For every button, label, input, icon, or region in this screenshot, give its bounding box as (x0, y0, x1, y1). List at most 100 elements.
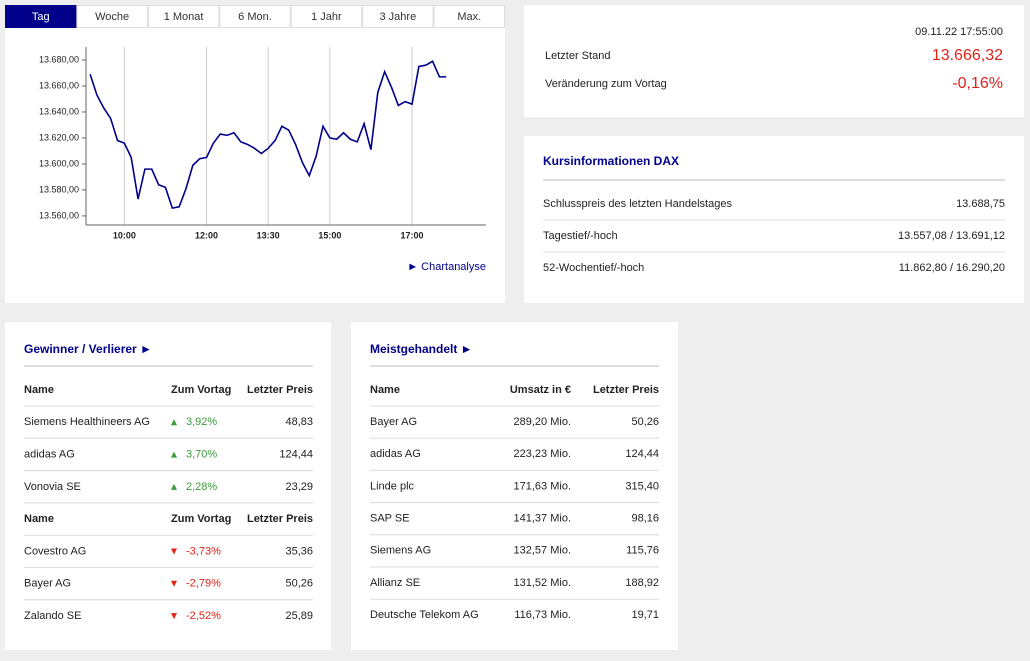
stock-name: Bayer AG (24, 578, 71, 590)
y-tick-label: 13.580,00 (39, 184, 79, 194)
tab[interactable] (290, 5, 363, 28)
y-tick-label: 13.660,00 (39, 80, 79, 90)
tab-label[interactable]: Max. (457, 11, 481, 23)
arrow-down (171, 580, 177, 587)
info-value: 13.688,75 (956, 198, 1005, 210)
stock-name: Covestro AG (24, 545, 86, 557)
quote-label: Veränderung zum Vortag (545, 78, 667, 90)
table-header: Letzter Preis (247, 513, 313, 525)
table-cell: 289,20 Mio. (514, 416, 571, 428)
change: 3,70% (186, 449, 217, 461)
tab-label[interactable]: 6 Mon. (238, 11, 272, 23)
y-tick-label: 13.620,00 (39, 132, 79, 142)
table-header: Name (24, 513, 54, 525)
table-cell: Deutsche Telekom AG (370, 609, 479, 621)
table-header: Letzter Preis (593, 384, 659, 396)
x-tick-label: 15:00 (318, 230, 341, 240)
arrow-down (171, 613, 177, 620)
tab[interactable] (5, 5, 77, 28)
change: -3,73% (186, 545, 221, 557)
table-cell: 115,76 (626, 545, 659, 557)
table-cell: Linde plc (370, 480, 415, 492)
arrow-up (171, 419, 177, 426)
tab[interactable] (147, 5, 220, 28)
arrow-up (171, 451, 177, 458)
quote-value: -0,16% (952, 75, 1003, 92)
table-cell: 19,71 (631, 609, 659, 621)
info-value: 13.557,08 / 13.691,12 (898, 230, 1005, 242)
change: -2,52% (186, 610, 221, 622)
y-tick-label: 13.600,00 (39, 158, 79, 168)
price: 50,26 (285, 578, 313, 590)
tab[interactable] (433, 5, 506, 28)
table-header: Zum Vortag (171, 513, 231, 525)
table-cell: 315,40 (625, 480, 659, 492)
most-traded-title[interactable]: Meistgehandelt ► (370, 342, 473, 356)
y-tick-label: 13.560,00 (39, 210, 79, 220)
price: 48,83 (285, 416, 313, 428)
price: 124,44 (279, 449, 313, 461)
tab[interactable] (76, 5, 148, 28)
table-cell: 132,57 Mio. (514, 545, 571, 557)
tab-label[interactable]: Tag (32, 11, 50, 23)
timestamp: 09.11.22 17:55:00 (915, 26, 1003, 38)
tab[interactable] (362, 5, 434, 28)
info-label: 52-Wochentief/-hoch (543, 262, 644, 274)
movers-title[interactable]: Gewinner / Verlierer ► (24, 342, 152, 356)
table-cell: 98,16 (631, 513, 659, 525)
table-cell: 50,26 (631, 416, 659, 428)
most-traded-panel (351, 322, 678, 650)
table-cell: adidas AG (370, 448, 421, 460)
info-title: Kursinformationen DAX (543, 154, 679, 168)
table-cell: 223,23 Mio. (514, 448, 571, 460)
info-label: Tagestief/-hoch (543, 230, 618, 242)
table-cell: 124,44 (625, 448, 659, 460)
price: 35,36 (285, 545, 313, 557)
table-cell: 188,92 (625, 577, 659, 589)
chart-panel (5, 5, 505, 303)
tab[interactable] (219, 5, 291, 28)
info-value: 11.862,80 / 16.290,20 (899, 262, 1005, 274)
movers-panel (5, 322, 331, 650)
table-cell: 131,52 Mio. (514, 577, 571, 589)
x-tick-label: 10:00 (113, 230, 136, 240)
y-tick-label: 13.680,00 (39, 54, 79, 64)
tab-label[interactable]: Woche (95, 11, 129, 23)
table-header: Zum Vortag (171, 384, 231, 396)
info-label: Schlusspreis des letzten Handelstages (543, 198, 732, 210)
change: -2,79% (186, 578, 221, 590)
x-tick-label: 12:00 (195, 230, 218, 240)
price: 25,89 (285, 610, 313, 622)
tab-label[interactable]: 1 Monat (164, 11, 204, 23)
table-cell: 171,63 Mio. (514, 480, 571, 492)
table-cell: Bayer AG (370, 416, 417, 428)
table-header: Name (24, 384, 54, 396)
change: 3,92% (186, 416, 217, 428)
stock-name: Zalando SE (24, 610, 81, 622)
quote-panel (524, 5, 1024, 117)
price-line (89, 60, 447, 210)
change: 2,28% (186, 481, 217, 493)
x-tick-label: 13:30 (257, 230, 280, 240)
y-tick-label: 13.640,00 (39, 106, 79, 116)
table-cell: Siemens AG (370, 545, 431, 557)
table-cell: 141,37 Mio. (514, 513, 571, 525)
table-cell: SAP SE (370, 513, 410, 525)
table-cell: Allianz SE (370, 577, 420, 589)
stock-name: adidas AG (24, 449, 75, 461)
table-header: Name (370, 384, 400, 396)
arrow-down (171, 548, 177, 555)
quote-label: Letzter Stand (545, 50, 610, 62)
tab-label[interactable]: 1 Jahr (311, 11, 342, 23)
stock-name: Vonovia SE (24, 481, 81, 493)
table-header: Umsatz in € (510, 384, 571, 396)
quote-value: 13.666,32 (932, 47, 1003, 64)
table-cell: 116,73 Mio. (514, 609, 571, 621)
price: 23,29 (285, 481, 313, 493)
tab-label[interactable]: 3 Jahre (380, 11, 417, 23)
table-header: Letzter Preis (247, 384, 313, 396)
x-tick-label: 17:00 (401, 230, 424, 240)
chart-link[interactable]: ► Chartanalyse (407, 261, 486, 273)
arrow-up (171, 483, 177, 490)
